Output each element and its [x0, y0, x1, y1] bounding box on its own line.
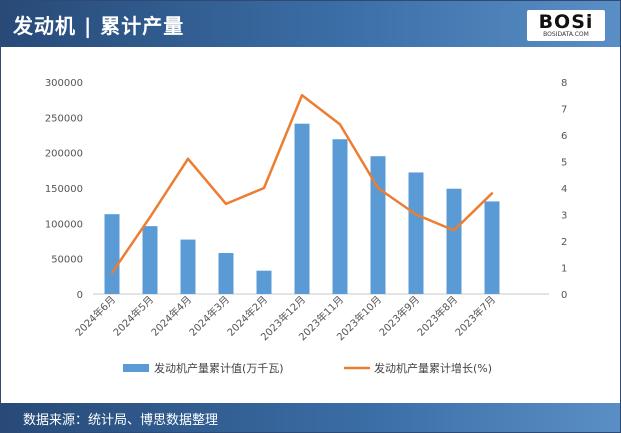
bar-series [104, 123, 500, 295]
bar [104, 214, 120, 294]
line-series [110, 94, 494, 274]
y-right-tick-label: 2 [561, 237, 567, 248]
bar [484, 201, 500, 294]
line-point [110, 271, 114, 274]
y-right-tick-label: 1 [561, 264, 567, 275]
bar [408, 172, 424, 294]
bar [332, 139, 348, 294]
bosi-logo: BOSi BOSIDATA.COM [527, 10, 605, 41]
y-left-tick-label: 150000 [45, 184, 83, 195]
y-right-tick-label: 0 [561, 290, 567, 301]
y-right-tick-label: 6 [561, 131, 567, 142]
bar [256, 270, 272, 294]
y-left-tick-label: 300000 [45, 78, 83, 89]
legend-line-label: 发动机产量累计增长(%) [374, 361, 492, 375]
line-point [148, 215, 152, 219]
y-right-tick-label: 3 [561, 211, 567, 222]
y-left-tick-label: 200000 [45, 149, 83, 160]
line-point [452, 229, 456, 232]
x-tick-label: 2023年7月 [452, 293, 498, 339]
line-point [490, 192, 494, 195]
logo-subtext: BOSIDATA.COM [543, 31, 589, 38]
y-right-tick-label: 4 [561, 184, 567, 195]
combo-chart: 0 50000 100000 150000 200000 250000 300000 0 1 2 3… [45, 78, 568, 375]
bar [446, 188, 462, 294]
line-point [262, 186, 266, 190]
bar [218, 253, 234, 294]
data-source: 数据来源：统计局、博思数据整理 [23, 413, 219, 428]
header-bar: 发动机 | 累计产量 BOSi BOSIDATA.COM [1, 1, 620, 47]
bar [294, 123, 310, 295]
line-point [338, 123, 342, 126]
line-point [376, 186, 380, 190]
legend-bar-swatch [123, 364, 149, 372]
y-left-tick-label: 50000 [51, 255, 83, 266]
line-point [414, 213, 418, 216]
chart-legend: 发动机产量累计值(万千瓦) 发动机产量累计增长(%) [123, 361, 492, 375]
line-point [224, 202, 228, 206]
logo-text: BOSi [538, 11, 594, 33]
footer-bar: 数据来源：统计局、博思数据整理 [1, 403, 620, 432]
line-point [300, 94, 304, 97]
line-point [186, 157, 190, 161]
bar [180, 239, 196, 294]
y-right-tick-label: 7 [561, 105, 567, 116]
page-title: 发动机 | 累计产量 [13, 14, 185, 38]
y-left-tick-label: 250000 [45, 113, 83, 124]
y-right-tick-label: 5 [561, 158, 567, 169]
y-left-tick-label: 100000 [45, 219, 83, 230]
legend-bar-label: 发动机产量累计值(万千瓦) [154, 361, 284, 375]
y-left-tick-label: 0 [77, 290, 83, 301]
bar [142, 226, 158, 294]
y-right-tick-label: 8 [561, 78, 567, 89]
